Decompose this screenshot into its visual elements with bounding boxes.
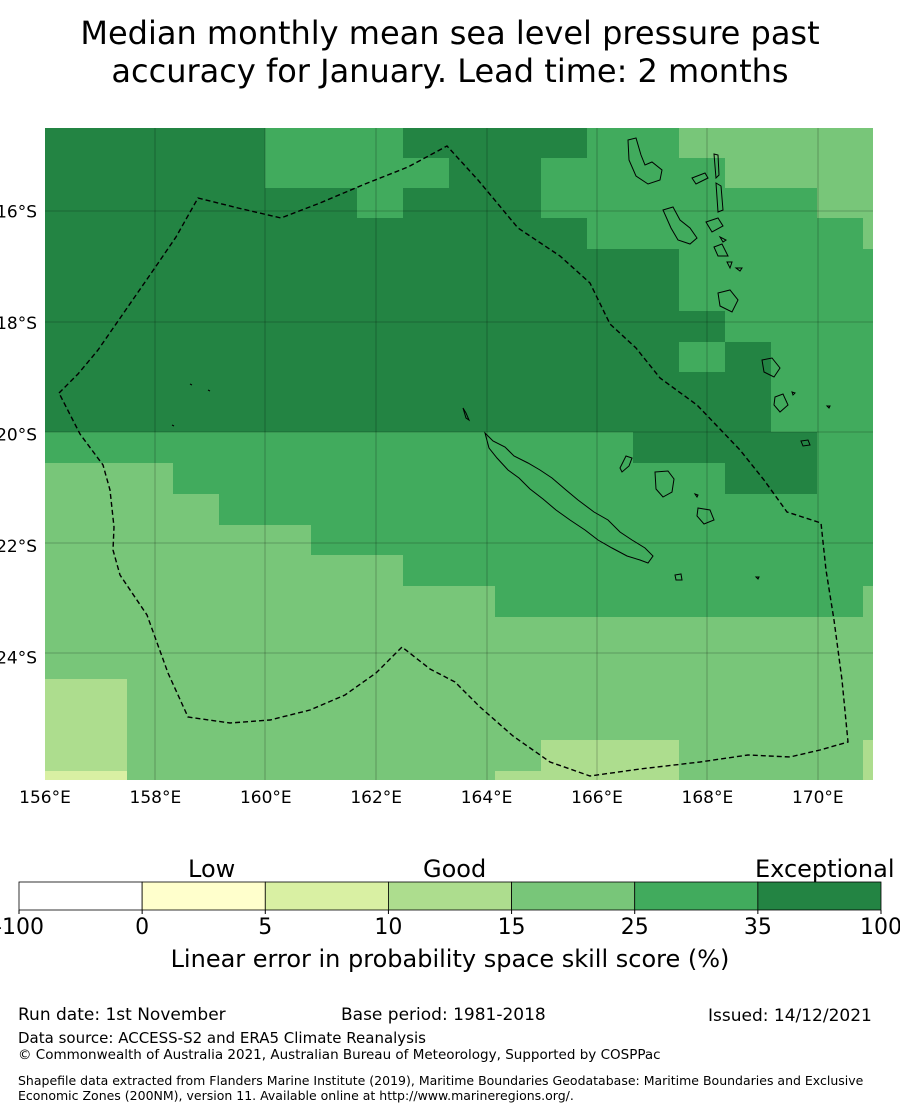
skill-region-10-15-s2 — [495, 771, 541, 780]
shapefile-credit: Shapefile data extracted from Flanders M… — [18, 1073, 864, 1103]
mare-island — [696, 507, 715, 525]
colorbar-tick-label: 25 — [621, 915, 649, 940]
skill-region-10-15-sw — [45, 679, 127, 780]
skill-region-25-35-patch — [679, 342, 725, 372]
tanna-island — [773, 393, 789, 413]
y-tick-label: 16°S — [0, 203, 37, 223]
colorbar-segment — [511, 881, 636, 911]
new-caledonia-island — [484, 431, 654, 564]
belep-islands — [462, 407, 471, 422]
erromango-island — [761, 357, 781, 378]
maewo-island — [713, 153, 720, 180]
colorbar-tick-label: 35 — [744, 915, 772, 940]
ambae-island — [691, 172, 709, 185]
category-low: Low — [188, 855, 236, 883]
colorbar-segment — [141, 881, 266, 911]
gridlines — [45, 128, 873, 780]
x-tick-label: 170°E — [792, 788, 844, 808]
skill-region-15-25-ne — [679, 128, 873, 249]
colorbar-label: Linear error in probability space skill … — [170, 945, 730, 973]
epi-island — [713, 243, 729, 257]
y-tick-label: 24°S — [0, 648, 37, 668]
colorbar-tick-label: 5 — [258, 915, 272, 940]
colorbar — [18, 881, 882, 911]
skill-region-35-100 — [45, 128, 771, 432]
skill-region-5-10 — [45, 771, 127, 780]
x-tick-label: 168°E — [682, 788, 734, 808]
x-tick-label: 164°E — [461, 788, 513, 808]
y-tick-label: 18°S — [0, 314, 37, 334]
copyright: © Commonwealth of Australia 2021, Austra… — [18, 1047, 661, 1063]
lifou-island — [654, 470, 675, 498]
y-tick-label: 22°S — [0, 537, 37, 557]
base-period: Base period: 1981-2018 — [341, 1005, 546, 1025]
chart-title: Median monthly mean sea level pressure p… — [0, 14, 900, 90]
title-line-1: Median monthly mean sea level pressure p… — [80, 14, 820, 52]
category-exceptional: Exceptional — [755, 855, 895, 883]
x-tick-label: 166°E — [571, 788, 623, 808]
colorbar-segment — [388, 881, 512, 911]
colorbar-tick-label: 15 — [498, 915, 526, 940]
malekula-island — [662, 206, 698, 245]
tiny-island-1 — [693, 493, 699, 498]
x-tick-label: 160°E — [240, 788, 292, 808]
chesterfield-islets — [171, 383, 211, 427]
skill-region-35-100-east — [633, 432, 817, 494]
ambrym-island — [705, 217, 724, 233]
colorbar-tick-label: 100 — [860, 915, 900, 940]
skill-region-10-15-se — [863, 740, 873, 780]
title-line-2: accuracy for January. Lead time: 2 month… — [111, 52, 789, 90]
colorbar-segment — [634, 881, 759, 911]
run-date: Run date: 1st November — [18, 1005, 226, 1025]
ouvea-island — [619, 455, 633, 473]
category-good: Good — [423, 855, 487, 883]
futuna-island — [825, 405, 831, 409]
isle-of-pines — [674, 573, 683, 581]
x-tick-label: 156°E — [19, 788, 71, 808]
espiritu-santo — [627, 137, 663, 185]
y-tick-label: 20°S — [0, 425, 37, 445]
colorbar-segment — [757, 881, 882, 911]
colorbar-tick-label: -100 — [0, 915, 44, 940]
issued-date: Issued: 14/12/2021 — [708, 1006, 872, 1026]
data-source: Data source: ACCESS-S2 and ERA5 Climate … — [18, 1029, 426, 1047]
colorbar-tick-label: 0 — [135, 915, 149, 940]
aneityum-island — [800, 439, 811, 447]
y-tick-labels: 16°S 18°S 20°S 22°S 24°S — [0, 203, 37, 669]
colorbar-tick-label: 10 — [374, 915, 402, 940]
colorbar-tick-labels: -100 0 5 10 15 25 35 100 — [0, 910, 900, 940]
skill-region-10-15-s — [541, 740, 679, 780]
pentecost-island — [715, 182, 724, 213]
x-tick-label: 162°E — [350, 788, 402, 808]
eez-boundary — [58, 145, 849, 777]
colorbar-segment — [18, 881, 143, 911]
small-vanuatu-islands — [718, 235, 743, 272]
x-tick-label: 158°E — [130, 788, 182, 808]
efate-island — [717, 289, 739, 313]
walpole-island — [754, 576, 760, 580]
aniwa-island — [791, 391, 796, 396]
x-tick-labels: 156°E 158°E 160°E 162°E 164°E 166°E 168°E 170°E — [19, 788, 844, 808]
colorbar-segment — [264, 881, 389, 911]
